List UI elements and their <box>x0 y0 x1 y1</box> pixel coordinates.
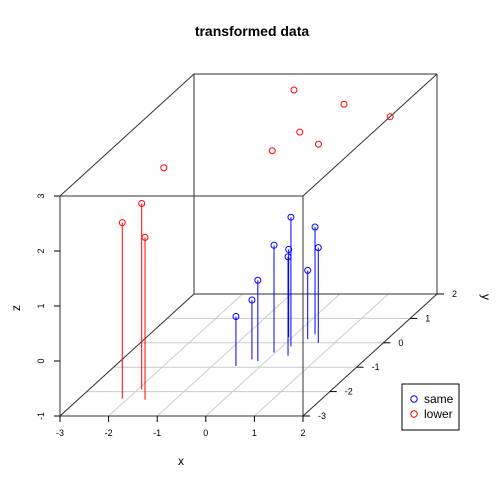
y-tick-label: 2 <box>452 289 457 299</box>
point-same <box>311 223 319 231</box>
z-tick-label: -1 <box>36 412 46 420</box>
legend-box <box>401 383 460 431</box>
point-lower <box>118 219 126 227</box>
point-same <box>304 266 312 274</box>
legend-label-same: same <box>424 392 454 406</box>
y-tick-label: -3 <box>318 411 326 421</box>
point-lower <box>290 86 298 94</box>
grid-line-x <box>108 293 243 417</box>
legend-label-lower: lower <box>424 407 453 421</box>
box-edge <box>302 73 438 197</box>
x-tick-label: -3 <box>56 428 64 438</box>
point-same <box>232 312 240 320</box>
point-lower <box>340 100 348 108</box>
x-tick-label: 0 <box>203 428 208 438</box>
point-lower <box>141 233 149 241</box>
point-lower <box>160 164 168 172</box>
legend-marker-same <box>410 395 418 403</box>
point-same <box>314 244 322 252</box>
x-tick-label: -1 <box>153 428 161 438</box>
point-same <box>285 245 293 253</box>
grid-line-x <box>254 293 389 417</box>
x-axis-label: x <box>178 454 184 468</box>
y-tick-label: -1 <box>372 362 380 372</box>
box-edge <box>59 73 195 197</box>
z-axis-label: z <box>9 305 23 311</box>
point-lower <box>386 113 394 121</box>
z-tick-label: 1 <box>36 303 46 308</box>
point-lower <box>296 128 304 136</box>
point-lower <box>314 140 322 148</box>
point-lower <box>138 200 146 208</box>
y-tick-label: -2 <box>345 387 353 397</box>
point-lower <box>268 147 276 155</box>
series-same <box>232 213 322 366</box>
grid-line-x <box>156 293 292 417</box>
x-tick-label: 2 <box>300 428 305 438</box>
point-same <box>254 276 262 284</box>
legend-marker-lower <box>410 410 418 418</box>
chart-title: transformed data <box>195 23 310 39</box>
xy-plane-grid <box>59 293 438 417</box>
data-points <box>118 86 394 400</box>
axis-ticks: -3 -2 -1 0 1 2 -3 -2 -1 0 1 2 -1 0 1 2 3 <box>36 193 457 438</box>
point-same <box>287 213 295 221</box>
z-tick-label: 2 <box>36 248 46 253</box>
point-same <box>270 241 278 249</box>
x-tick-label: 1 <box>252 428 257 438</box>
z-tick-label: 3 <box>36 193 46 198</box>
box-edge <box>59 293 195 417</box>
z-tick-label: 0 <box>36 358 46 363</box>
series-lower <box>118 86 394 400</box>
y-tick-label: 1 <box>425 313 430 323</box>
y-axis-label: y <box>479 294 493 300</box>
point-same <box>284 253 292 261</box>
y-tick-label: 0 <box>398 338 403 348</box>
grid-line-x <box>205 293 341 417</box>
plot-box <box>59 73 438 417</box>
x-tick-label: -2 <box>105 428 113 438</box>
box-edge <box>302 293 438 417</box>
point-same <box>248 296 256 304</box>
